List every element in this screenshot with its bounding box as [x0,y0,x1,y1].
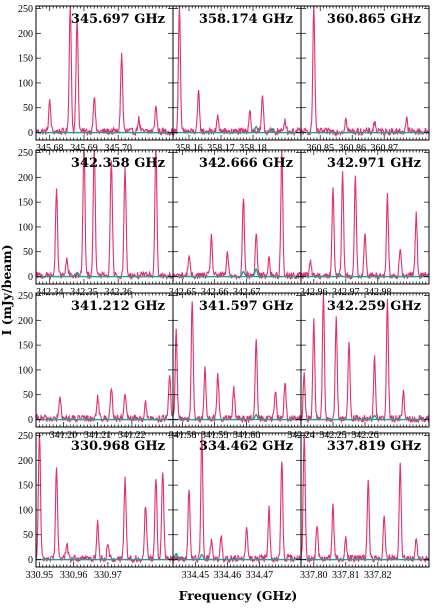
panel-frequency-label: 360.865 GHz [327,12,421,27]
observed-spectrum [301,6,429,137]
panel-frequency-label: 337.819 GHz [327,439,421,454]
y-tick-label: 200 [18,29,33,40]
panel-frequency-label: 334.462 GHz [199,439,293,454]
y-tick-label: 250 [18,148,33,159]
model-spectrum [173,552,301,561]
panel-frequency-label: 330.968 GHz [71,439,165,454]
x-tick-label: 360.86 [338,143,366,154]
spectrum-panel: 337.80 337.81 337.82 337.819 GHz [300,432,430,581]
y-tick-label: 200 [18,173,33,184]
observed-spectrum [301,434,429,564]
model-spectrum [173,413,301,421]
observed-spectrum [173,301,301,424]
model-spectrum [173,125,301,134]
panel-frequency-label: 358.174 GHz [199,12,293,27]
panel-frequency-label: 342.666 GHz [199,156,293,171]
y-tick-label: 50 [23,530,33,541]
x-tick-label: 337.81 [332,570,360,581]
x-tick-label: 345.69 [70,143,98,154]
x-tick-label: 360.85 [306,143,334,154]
model-spectrum [301,272,429,278]
spectrum-panel: 360.85 360.86 360.87 360.865 GHz [300,5,430,154]
y-tick-label: 250 [18,291,33,302]
x-tick-label: 330.95 [26,570,54,581]
y-tick-label: 100 [18,78,33,89]
y-tick-label: 0 [28,415,33,426]
observed-spectrum [36,433,173,564]
spectrum-panel: 345.68 345.69 345.70 0 50 100 150 200 250 345.697… [18,4,174,154]
y-tick-label: 250 [18,431,33,442]
model-spectrum [36,271,173,278]
y-tick-label: 150 [18,341,33,352]
observed-spectrum [301,293,429,424]
y-tick-label: 200 [18,456,33,467]
x-tick-label: 330.96 [60,570,88,581]
y-tick-label: 50 [23,247,33,258]
panel-frequency-label: 342.358 GHz [71,156,165,171]
panel-frequency-label: 341.597 GHz [199,299,293,314]
y-tick-label: 50 [23,390,33,401]
x-tick-label: 345.68 [36,143,64,154]
x-tick-label: 345.70 [104,143,132,154]
panel-grid: 345.68 345.69 345.70 0 50 100 150 200 250 345.697… [18,4,430,581]
observed-spectrum [301,171,429,281]
y-tick-label: 150 [18,481,33,492]
x-tick-label: 334.46 [214,570,242,581]
y-axis-title: I (mJy/beam) [0,244,14,335]
x-tick-label: 358.17 [207,143,235,154]
observed-spectrum [36,6,173,137]
y-tick-label: 0 [28,272,33,283]
y-tick-label: 100 [18,365,33,376]
y-tick-label: 150 [18,54,33,65]
x-tick-label: 337.82 [364,570,392,581]
y-tick-label: 0 [28,128,33,139]
panel-frequency-label: 342.971 GHz [327,156,421,171]
y-tick-label: 100 [18,222,33,233]
model-spectrum [301,414,429,421]
x-tick-label: 337.80 [300,570,328,581]
y-tick-label: 250 [18,4,33,15]
panel-frequency-label: 345.697 GHz [71,12,165,27]
x-tick-label: 358.18 [239,143,267,154]
observed-spectrum [36,375,173,424]
x-tick-label: 334.47 [246,570,274,581]
model-spectrum [173,267,301,278]
y-tick-label: 100 [18,505,33,516]
y-tick-label: 200 [18,316,33,327]
spectrum-panel: 341.20 341.21 341.22050100150200250341.212… [18,291,174,441]
x-tick-label: 358.16 [175,143,203,154]
spectrum-panel: 342.34 342.35 342.36050100150200250342.358… [18,148,174,298]
panel-frequency-label: 342.259 GHz [327,299,421,314]
spectrum-panel: 330.95 330.96 330.97 0 50 100 150 200 250 330.968… [18,431,174,581]
y-tick-label: 50 [23,103,33,114]
x-tick-label: 330.97 [94,570,122,581]
y-tick-label: 150 [18,198,33,209]
x-axis-title: Frequency (GHz) [179,588,298,603]
x-tick-label: 334.45 [182,570,210,581]
x-tick-label: 360.87 [370,143,398,154]
y-tick-label: 0 [28,555,33,566]
spectrum-panel: 358.16 358.17 358.18 358.174 GHz [172,5,302,154]
spectrum-panel: 334.45 334.46 334.47 334.462 GHz [172,432,302,581]
panel-frequency-label: 341.212 GHz [71,299,165,314]
